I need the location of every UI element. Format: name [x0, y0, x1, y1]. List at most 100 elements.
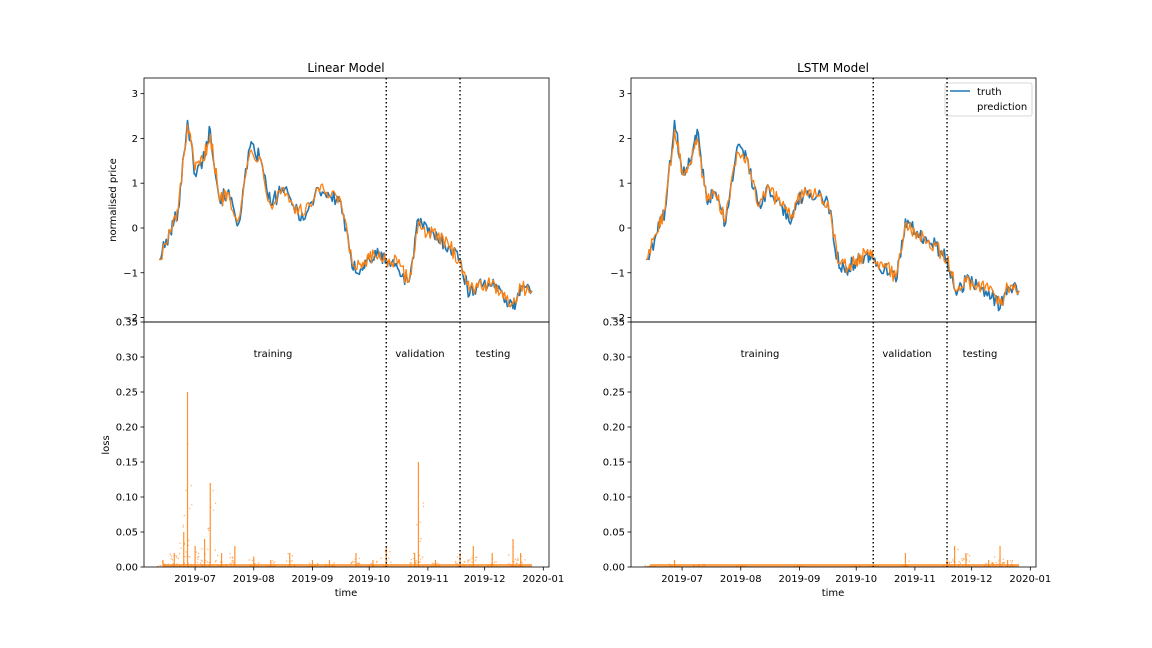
lstm-loss-panel: training validation testing time 0.00 0.0… [603, 318, 1051, 600]
loss-point [997, 560, 1000, 562]
loss-point [999, 559, 1001, 561]
loss-point [463, 561, 465, 563]
loss-point [467, 561, 469, 564]
loss-point [431, 562, 434, 565]
loss-point [217, 554, 219, 557]
x-tick-label: 2019-09 [292, 574, 334, 585]
loss-point [182, 526, 184, 528]
loss-point [950, 561, 952, 564]
y-tick-label: 0.10 [116, 493, 138, 504]
loss-point [357, 562, 360, 565]
loss-point [169, 553, 171, 555]
loss-point [178, 553, 181, 555]
loss-point [161, 561, 164, 563]
loss-point [175, 556, 178, 559]
x-tick-label: 2020-01 [522, 574, 564, 585]
y-tick-label: 1 [132, 179, 138, 190]
loss-point [951, 559, 954, 561]
y-tick-label: −2 [610, 313, 625, 324]
y-tick-label: 0.20 [603, 423, 625, 434]
loss-point [493, 561, 496, 564]
x-tick-label: 2019-07 [174, 574, 216, 585]
loss-point [386, 559, 388, 562]
linear-loss-panel: training validation testing loss time 0.… [101, 318, 564, 600]
plot-area [158, 119, 533, 311]
y-tick-label: 0.25 [603, 388, 625, 399]
loss-point [491, 558, 493, 560]
loss-point [210, 506, 212, 508]
loss-point [191, 504, 193, 506]
loss-point [495, 561, 497, 563]
loss-point [471, 557, 473, 559]
loss-point [388, 557, 390, 560]
loss-point [170, 555, 173, 557]
x-tick-label: 2019-10 [835, 574, 877, 585]
loss-point [908, 560, 910, 562]
loss-point [286, 560, 288, 562]
loss-point [212, 509, 215, 511]
loss-point [472, 554, 474, 557]
loss-point [171, 559, 174, 561]
linear-loss-ylabel: loss [101, 435, 112, 454]
loss-point [358, 557, 361, 560]
loss-point [189, 556, 191, 558]
loss-point [994, 556, 996, 558]
y-tick-label: 0.00 [603, 563, 625, 574]
loss-point [514, 558, 517, 561]
x-tick-label: 2019-11 [407, 574, 449, 585]
y-tick-label: 3 [132, 89, 138, 100]
loss-point [232, 557, 234, 560]
loss-point [229, 557, 232, 559]
loss-point [179, 542, 181, 544]
loss-point [174, 555, 176, 557]
loss-point [954, 561, 956, 564]
loss-point [965, 557, 967, 559]
loss-point [953, 560, 955, 563]
loss-baseline [162, 564, 532, 567]
loss-point [515, 562, 518, 564]
loss-point [995, 562, 997, 564]
x-tick-label: 2019-08 [233, 574, 275, 585]
loss-point [516, 559, 518, 562]
loss-point [418, 554, 421, 557]
axes-frame [143, 321, 550, 568]
loss-point [476, 556, 478, 558]
y-tick-label: 0 [619, 223, 625, 234]
loss-point [291, 555, 294, 557]
loss-point [189, 507, 191, 509]
linear-annotation-testing: testing [476, 349, 511, 360]
loss-point [352, 560, 354, 563]
loss-point [188, 539, 190, 542]
loss-point [177, 557, 179, 560]
loss-point [214, 561, 216, 563]
loss-point [204, 553, 206, 555]
loss-point [215, 559, 217, 562]
loss-point [274, 561, 276, 563]
loss-point [508, 562, 510, 565]
loss-point [287, 552, 289, 555]
loss-point [469, 559, 471, 561]
loss-point [521, 562, 523, 564]
loss-point [513, 561, 515, 563]
loss-point [207, 527, 209, 530]
loss-point [957, 548, 959, 551]
loss-point [948, 561, 950, 563]
loss-point [176, 555, 178, 557]
y-tick-label: 2 [132, 134, 138, 145]
loss-point [207, 529, 210, 531]
loss-point [959, 562, 962, 564]
loss-point [180, 547, 182, 549]
loss-point [414, 561, 417, 564]
loss-point [524, 559, 526, 561]
y-tick-label: 0.05 [603, 528, 625, 539]
loss-point [968, 555, 971, 557]
loss-point [474, 559, 477, 561]
y-tick-label: 0 [132, 223, 138, 234]
loss-point [967, 553, 969, 555]
loss-point [420, 558, 422, 560]
x-tick-label: 2019-11 [894, 574, 936, 585]
loss-point [1001, 562, 1004, 564]
loss-point [183, 562, 186, 565]
loss-point [410, 562, 413, 564]
loss-point [454, 562, 457, 564]
